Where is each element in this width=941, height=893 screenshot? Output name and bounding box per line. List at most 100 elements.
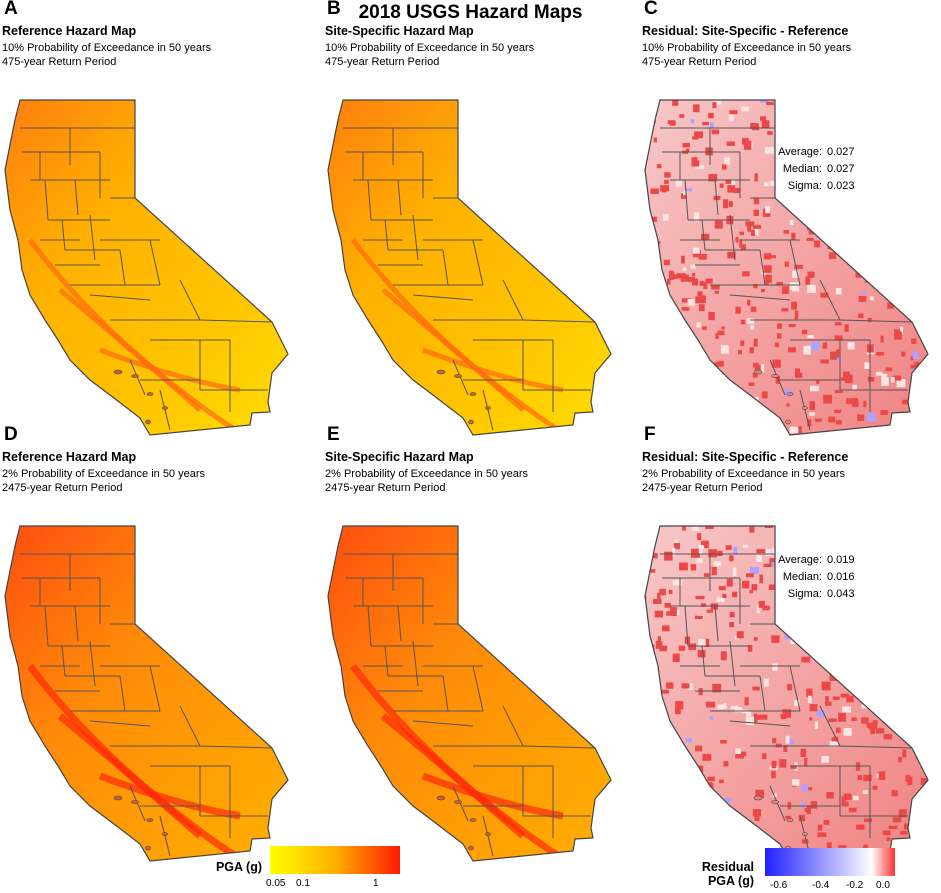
residual-cell <box>823 394 833 404</box>
island <box>436 369 446 375</box>
residual-cell <box>868 657 877 666</box>
residual-cell <box>776 282 783 286</box>
residual-cell <box>795 368 800 377</box>
island <box>146 392 154 396</box>
county-boundary <box>367 605 372 647</box>
county-boundary <box>482 815 494 857</box>
residual-cell <box>874 278 879 284</box>
county-boundary <box>199 745 273 749</box>
panel-f: F Residual: Site-Specific - Reference 2%… <box>640 424 941 862</box>
residual-cell <box>709 400 716 404</box>
residual-cell <box>711 285 720 290</box>
residual-cell <box>693 104 700 113</box>
residual-cell <box>671 547 676 557</box>
residual-cell <box>788 347 796 353</box>
residual-cell <box>726 141 735 146</box>
residual-cell <box>855 219 864 225</box>
residual-cell <box>862 218 869 226</box>
stat-median: Median: 0.016 <box>782 571 855 583</box>
residual-cell <box>652 837 660 846</box>
county-boundary <box>452 785 469 822</box>
residual-cell <box>782 709 792 718</box>
residual-cell <box>720 740 727 744</box>
residual-cell <box>789 426 799 434</box>
residual-cell <box>789 739 794 745</box>
residual-cell <box>836 349 840 358</box>
panel-letter: B <box>327 0 341 19</box>
residual-cell <box>766 101 774 106</box>
residual-cell <box>747 645 753 652</box>
residual-cell <box>647 811 654 820</box>
residual-cell <box>725 404 734 409</box>
residual-cell <box>806 237 814 241</box>
residual-cell <box>879 166 887 171</box>
residual-cell <box>889 166 893 174</box>
residual-cell <box>875 100 882 103</box>
residual-cell <box>852 384 857 390</box>
residual-cell <box>723 199 729 209</box>
residual-cell <box>860 606 868 610</box>
residual-cell <box>916 221 922 229</box>
residual-cell <box>678 645 686 651</box>
residual-cell <box>929 178 936 186</box>
residual-cell <box>843 371 850 378</box>
residual-cell <box>646 824 656 830</box>
residual-cell <box>814 721 818 729</box>
residual-cell <box>837 662 843 671</box>
residual-cell <box>860 670 867 678</box>
county-boundary <box>472 665 484 712</box>
panel-title: Reference Hazard Map <box>2 450 137 464</box>
residual-stats: Average: 0.027 Median: 0.027 Sigma: 0.023 <box>765 146 880 197</box>
residual-cell <box>867 317 872 323</box>
residual-cell <box>668 590 673 594</box>
residual-cell <box>876 219 884 226</box>
residual-cell <box>912 798 922 804</box>
panel-title: Reference Hazard Map <box>2 24 137 38</box>
residual-cell <box>878 654 888 663</box>
residual-cell <box>660 306 664 310</box>
residual-cell <box>672 855 677 861</box>
residual-cell <box>814 240 820 248</box>
residual-cell <box>823 820 830 825</box>
residual-cell <box>715 550 723 556</box>
residual-cell <box>735 754 744 759</box>
panel-subtitle: 2% Probability of Exceedance in 50 years <box>2 468 206 480</box>
residual-cell <box>810 385 819 392</box>
residual-cell <box>753 198 760 205</box>
residual-cell <box>760 288 765 293</box>
island <box>771 800 779 804</box>
residual-cell <box>651 216 657 222</box>
residual-cell <box>826 792 834 799</box>
california-map <box>644 525 929 862</box>
residual-cell <box>691 160 700 167</box>
residual-cell <box>664 172 671 178</box>
residual-cell <box>849 200 857 206</box>
residual-cell <box>785 815 792 819</box>
residual-cell <box>802 329 808 335</box>
residual-cell <box>686 148 690 152</box>
residual-cell <box>740 319 746 325</box>
residual-cell <box>889 720 895 726</box>
panel-title: Residual: Site-Specific - Reference <box>642 24 849 38</box>
residual-cell <box>820 359 829 364</box>
residual-cell <box>880 560 886 567</box>
residual-cell <box>899 417 905 421</box>
residual-cell <box>712 102 717 109</box>
residual-cell <box>747 224 752 232</box>
residual-cell <box>749 347 754 354</box>
residual-cell <box>650 404 657 411</box>
residual-cell <box>651 847 659 856</box>
residual-cell <box>756 549 765 554</box>
residual-cell <box>674 539 679 544</box>
residual-cell <box>701 233 710 240</box>
residual-cell <box>892 685 901 693</box>
residual-cell <box>847 342 855 350</box>
residual-cell <box>708 549 717 558</box>
residual-cell <box>863 400 867 408</box>
residual-cell <box>749 590 754 594</box>
residual-cell <box>807 284 816 293</box>
panel-letter: E <box>327 424 340 445</box>
residual-cell <box>729 622 734 628</box>
residual-cell <box>769 558 779 566</box>
pga-tick: 0.1 <box>296 878 310 889</box>
